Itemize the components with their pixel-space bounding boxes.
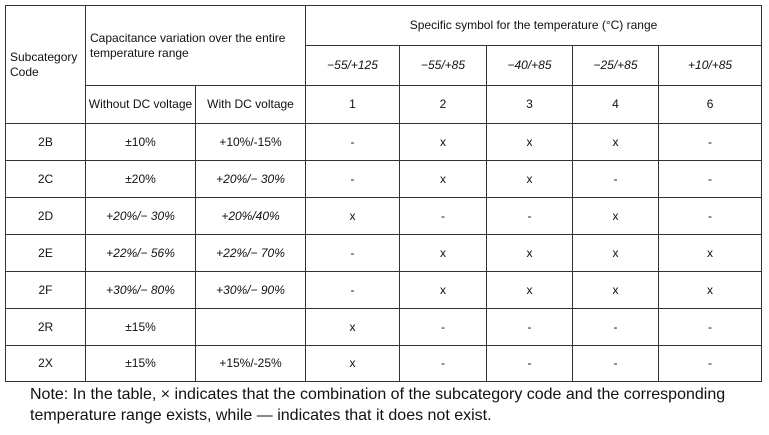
without-dc-header: Without DC voltage xyxy=(85,85,196,124)
mark-cell: x xyxy=(486,271,574,309)
mark-cell: - xyxy=(658,345,763,382)
mark-cell: x xyxy=(399,123,488,161)
mark-cell: - xyxy=(658,308,763,346)
range-cell: −55/+125 xyxy=(305,45,401,86)
mark-cell: - xyxy=(399,197,488,235)
mark-cell: - xyxy=(658,197,763,235)
table-row: 2B ±10% +10%/-15% - x x x - xyxy=(5,123,763,161)
mark-cell: - xyxy=(305,160,401,198)
table-row: 2E +22%/− 56% +22%/− 70% - x x x x xyxy=(5,234,763,272)
capacitance-variation-header: Capacitance variation over the entire te… xyxy=(84,5,307,86)
mark-cell: x xyxy=(486,123,574,161)
table-row: 2F +30%/− 80% +30%/− 90% - x x x x xyxy=(5,271,763,309)
with-dc-header: With DC voltage xyxy=(194,85,307,124)
mark-cell: - xyxy=(658,160,763,198)
mark-cell: x xyxy=(572,123,660,161)
mark-cell: - xyxy=(305,234,401,272)
without-dc-cell: +30%/− 80% xyxy=(85,271,196,309)
with-dc-cell: +20%/40% xyxy=(194,197,307,235)
spec-table: Subcategory Code Capacitance variation o… xyxy=(5,5,763,382)
with-dc-cell: +10%/-15% xyxy=(194,123,307,161)
mark-cell: x xyxy=(658,234,763,272)
code-cell: 2C xyxy=(5,160,86,198)
with-dc-cell xyxy=(194,308,307,346)
mark-cell: x xyxy=(572,234,660,272)
subcategory-code-header: Subcategory Code xyxy=(5,5,86,124)
range-cell: −55/+85 xyxy=(399,45,488,86)
table-row: 2D +20%/− 30% +20%/40% x - - x - xyxy=(5,197,763,235)
without-dc-cell: +20%/− 30% xyxy=(85,197,196,235)
code-cell: 2F xyxy=(5,271,86,309)
table-row: 2R ±15% x - - - - xyxy=(5,308,763,346)
mark-cell: - xyxy=(486,308,574,346)
mark-cell: - xyxy=(486,197,574,235)
mark-cell: - xyxy=(399,345,488,382)
code-cell: 2D xyxy=(5,197,86,235)
range-cell: −40/+85 xyxy=(486,45,574,86)
with-dc-cell: +22%/− 70% xyxy=(194,234,307,272)
mark-cell: x xyxy=(305,345,401,382)
mark-cell: x xyxy=(572,271,660,309)
symbol-cell: 2 xyxy=(399,85,488,124)
range-cell: +10/+85 xyxy=(658,45,763,86)
range-row: −55/+125 −55/+85 −40/+85 −25/+85 +10/+85 xyxy=(6,45,763,86)
symbol-cell: 3 xyxy=(486,85,574,124)
mark-cell: x xyxy=(658,271,763,309)
table-row: 2X ±15% +15%/-25% x - - - - xyxy=(5,345,763,382)
mark-cell: x xyxy=(305,308,401,346)
without-dc-cell: ±20% xyxy=(85,160,196,198)
without-dc-cell: +22%/− 56% xyxy=(85,234,196,272)
mark-cell: - xyxy=(572,345,660,382)
code-cell: 2X xyxy=(5,345,86,382)
mark-cell: x xyxy=(486,160,574,198)
with-dc-cell: +20%/− 30% xyxy=(194,160,307,198)
mark-cell: - xyxy=(486,345,574,382)
symbol-row: Without DC voltage With DC voltage 1 2 3… xyxy=(6,85,763,124)
range-cell: −25/+85 xyxy=(572,45,660,86)
mark-cell: x xyxy=(399,271,488,309)
mark-cell: - xyxy=(399,308,488,346)
symbol-cell: 4 xyxy=(572,85,660,124)
with-dc-cell: +30%/− 90% xyxy=(194,271,307,309)
code-cell: 2E xyxy=(5,234,86,272)
mark-cell: x xyxy=(399,160,488,198)
temperature-range-header: Specific symbol for the temperature (°C)… xyxy=(305,5,763,46)
mark-cell: - xyxy=(572,308,660,346)
table-note: Note: In the table, × indicates that the… xyxy=(30,386,726,424)
table-row: 2C ±20% +20%/− 30% - x x - - xyxy=(5,160,763,198)
without-dc-cell: ±15% xyxy=(85,308,196,346)
mark-cell: - xyxy=(305,271,401,309)
mark-cell: x xyxy=(486,234,574,272)
mark-cell: x xyxy=(572,197,660,235)
symbol-cell: 1 xyxy=(305,85,401,124)
code-cell: 2R xyxy=(5,308,86,346)
without-dc-cell: ±10% xyxy=(85,123,196,161)
with-dc-cell: +15%/-25% xyxy=(194,345,307,382)
mark-cell: - xyxy=(305,123,401,161)
mark-cell: - xyxy=(572,160,660,198)
mark-cell: x xyxy=(305,197,401,235)
mark-cell: x xyxy=(399,234,488,272)
mark-cell: - xyxy=(658,123,763,161)
symbol-cell: 6 xyxy=(658,85,763,124)
without-dc-cell: ±15% xyxy=(85,345,196,382)
code-cell: 2B xyxy=(5,123,86,161)
